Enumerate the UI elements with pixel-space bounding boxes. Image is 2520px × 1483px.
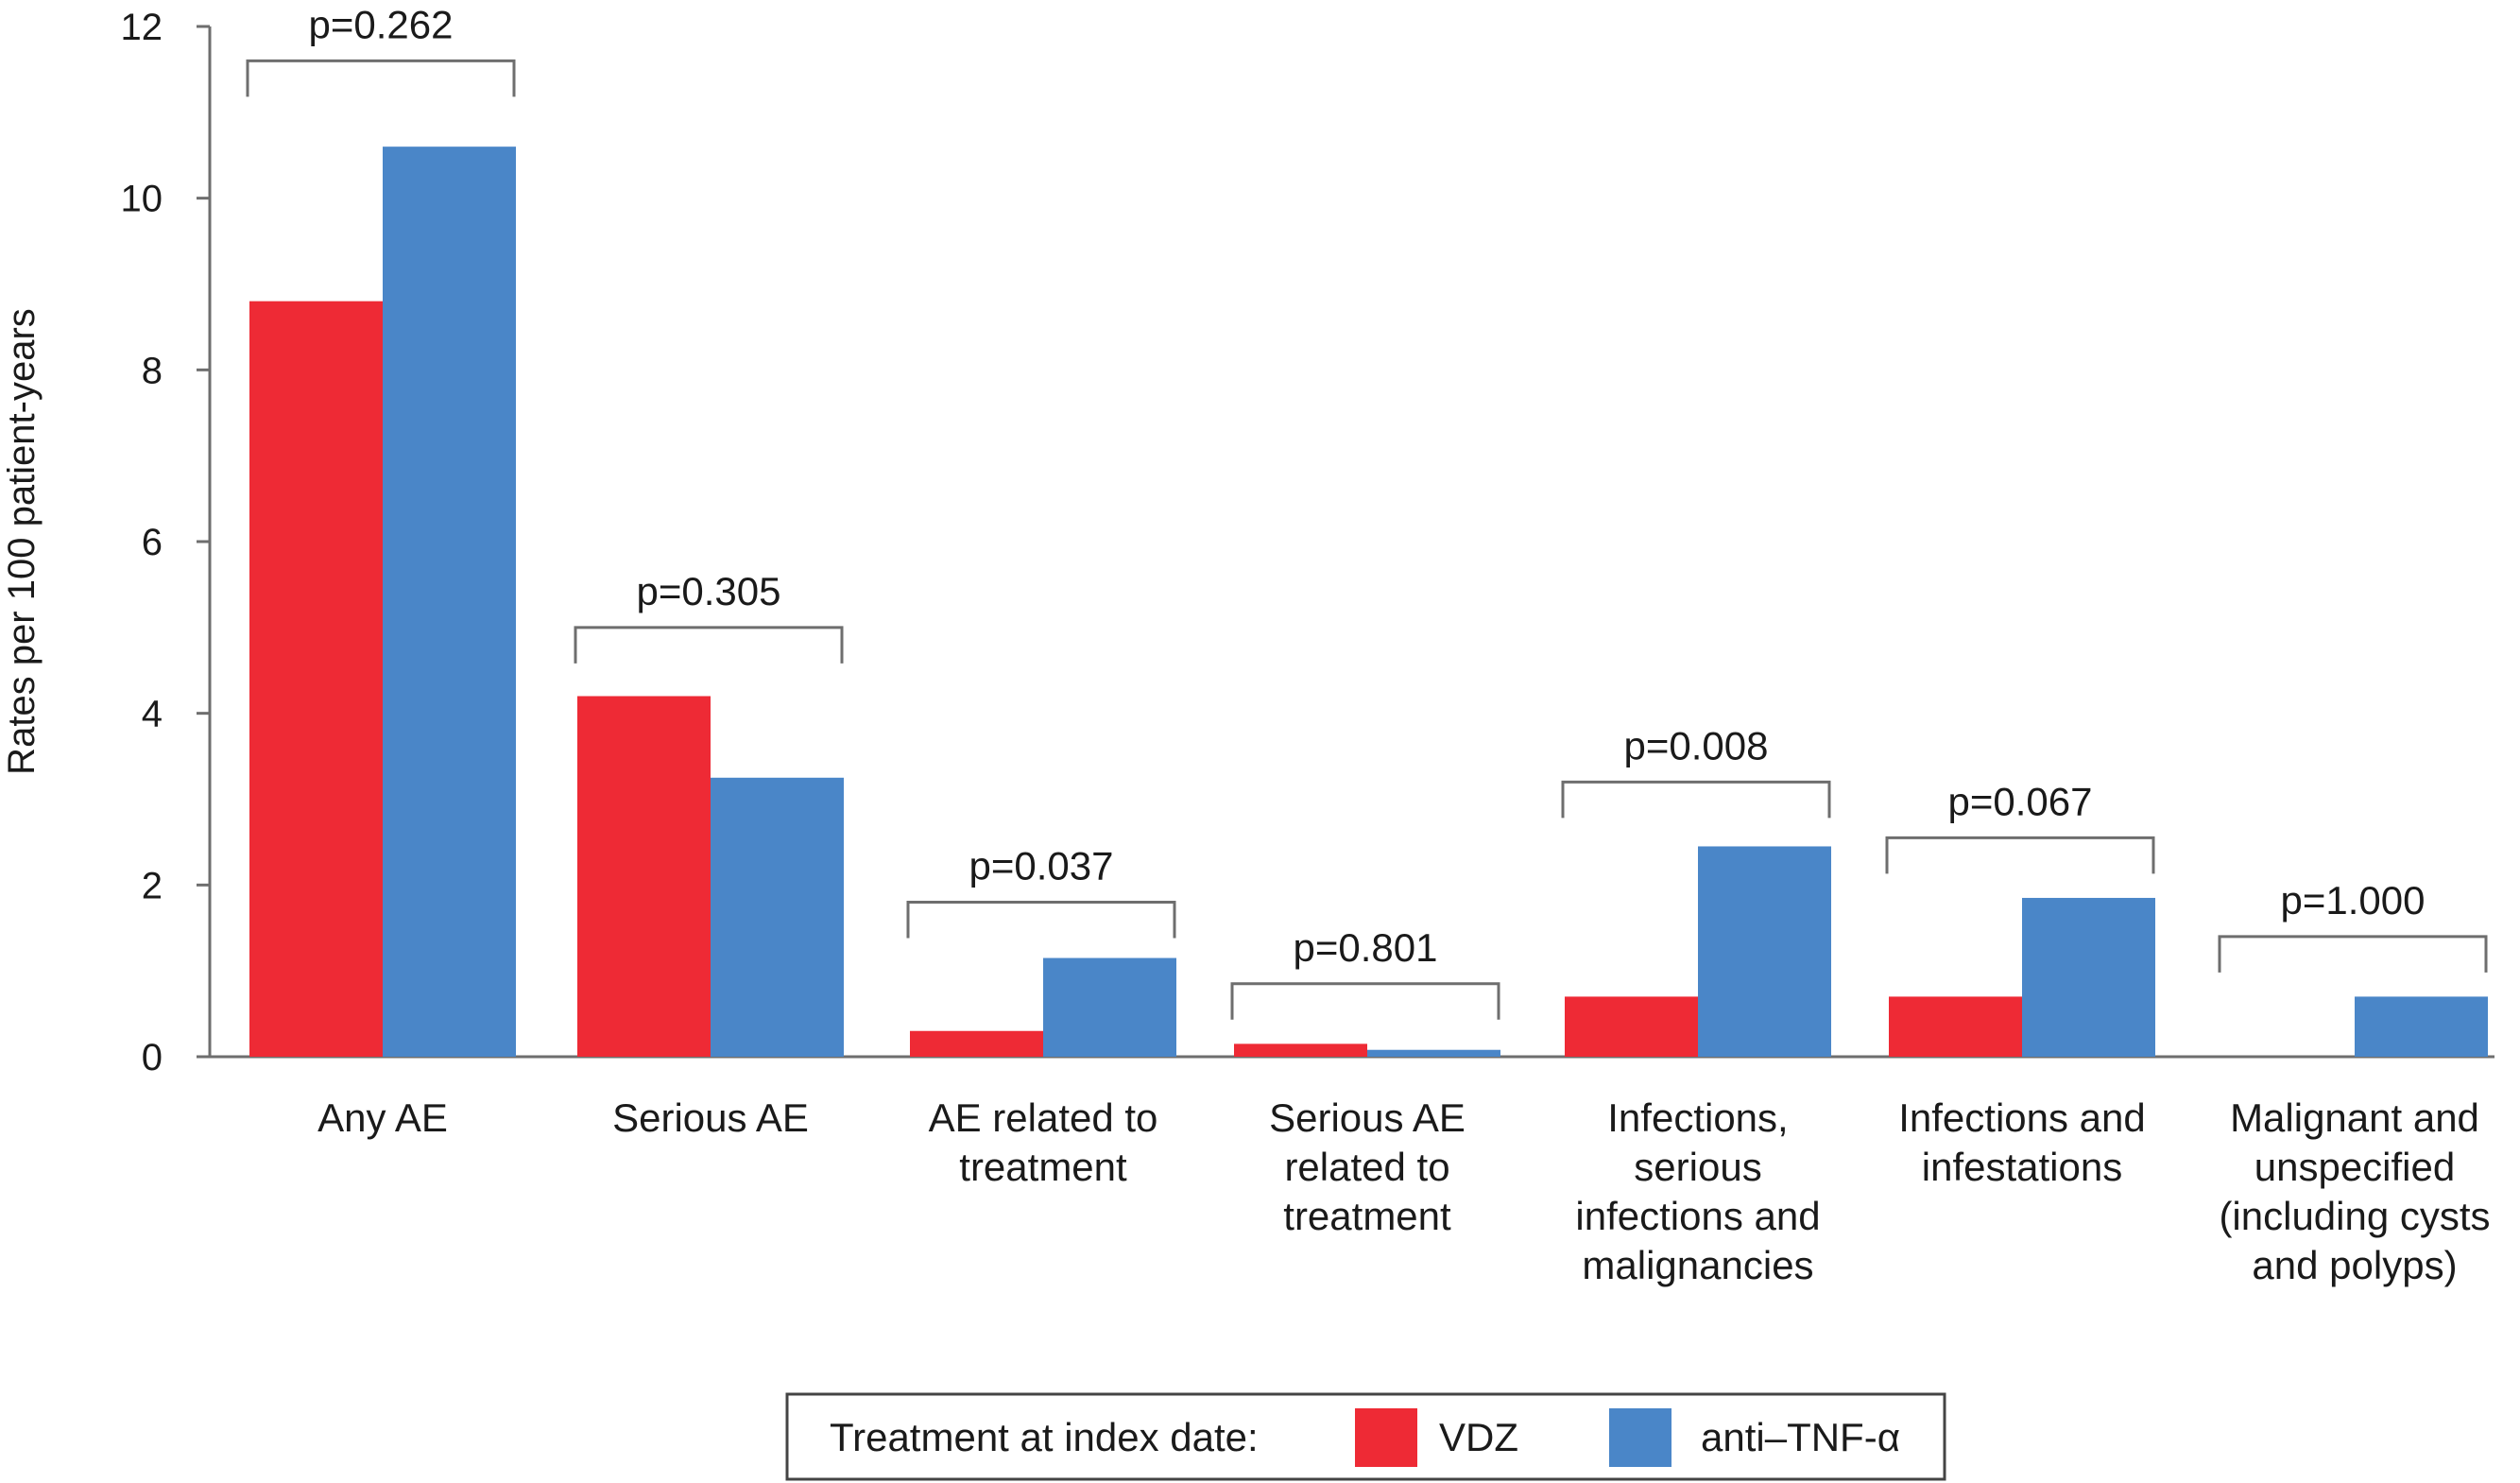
bar-anti-tnf--6 bbox=[2355, 996, 2488, 1057]
legend-series-label: VDZ bbox=[1439, 1415, 1518, 1459]
bar-vdz-4 bbox=[1565, 996, 1698, 1057]
category-label: Infections, serious infections and malignan… bbox=[1575, 1095, 1820, 1287]
p-value-label: p=0.008 bbox=[1624, 723, 1769, 767]
significance-bracket bbox=[2218, 935, 2488, 973]
category-label: Serious AE related to treatment bbox=[1269, 1095, 1466, 1238]
p-value-label: p=1.000 bbox=[2281, 878, 2426, 923]
legend-series-label: anti–TNF-α bbox=[1701, 1415, 1900, 1459]
bar-vdz-5 bbox=[1889, 996, 2022, 1057]
y-tick-label: 6 bbox=[142, 522, 163, 563]
bar-vdz-0 bbox=[249, 301, 383, 1058]
significance-bracket bbox=[1885, 836, 2155, 874]
significance-bracket bbox=[906, 901, 1176, 939]
legend-title: Treatment at index date: bbox=[830, 1415, 1259, 1459]
significance-bracket bbox=[246, 59, 516, 97]
p-value-label: p=0.305 bbox=[637, 569, 781, 613]
y-tick-label: 8 bbox=[142, 350, 163, 391]
bar-anti-tnf--1 bbox=[711, 777, 844, 1057]
p-value-label: p=0.801 bbox=[1294, 925, 1438, 970]
significance-bracket bbox=[574, 626, 844, 664]
bar-vdz-2 bbox=[910, 1030, 1043, 1057]
category-label: AE related to treatment bbox=[929, 1095, 1158, 1189]
significance-bracket bbox=[1230, 982, 1500, 1020]
bar-anti-tnf--2 bbox=[1043, 957, 1176, 1057]
bar-anti-tnf--3 bbox=[1367, 1049, 1500, 1057]
legend-swatch bbox=[1609, 1408, 1671, 1467]
y-tick-label: 2 bbox=[142, 865, 163, 906]
category-label: Any AE bbox=[317, 1095, 448, 1140]
bars bbox=[249, 147, 2488, 1058]
y-axis-title: Rates per 100 patient-years bbox=[1, 308, 43, 775]
legend: Treatment at index date: VDZ anti–TNF-α bbox=[785, 1392, 1946, 1481]
p-value-label: p=0.037 bbox=[969, 844, 1114, 888]
bar-vdz-3 bbox=[1234, 1043, 1367, 1057]
legend-swatch bbox=[1355, 1408, 1417, 1467]
y-tick-label: 10 bbox=[121, 179, 163, 220]
y-tick-label: 0 bbox=[142, 1037, 163, 1078]
bar-anti-tnf--5 bbox=[2022, 897, 2155, 1057]
bar-anti-tnf--4 bbox=[1698, 846, 1831, 1057]
y-tick-label: 12 bbox=[121, 7, 163, 48]
p-value-label: p=0.067 bbox=[1948, 779, 2093, 823]
y-tick-label: 4 bbox=[142, 694, 163, 735]
bar-vdz-1 bbox=[577, 696, 711, 1057]
x-axis-labels: Any AE Serious AE AE related to treatment Se… bbox=[317, 1095, 2490, 1287]
category-label: Malignant and unspecified (including cysts… bbox=[2219, 1095, 2490, 1287]
significance-brackets: p=0.262 p=0.305 p=0.037 p=0.801 p=0.008 p=0.0… bbox=[246, 2, 2488, 1020]
p-value-label: p=0.262 bbox=[309, 2, 454, 46]
category-label: Serious AE bbox=[612, 1095, 809, 1140]
bar-anti-tnf--0 bbox=[383, 147, 516, 1057]
significance-bracket bbox=[1561, 780, 1831, 819]
category-label: Infections and infestations bbox=[1898, 1095, 2146, 1189]
